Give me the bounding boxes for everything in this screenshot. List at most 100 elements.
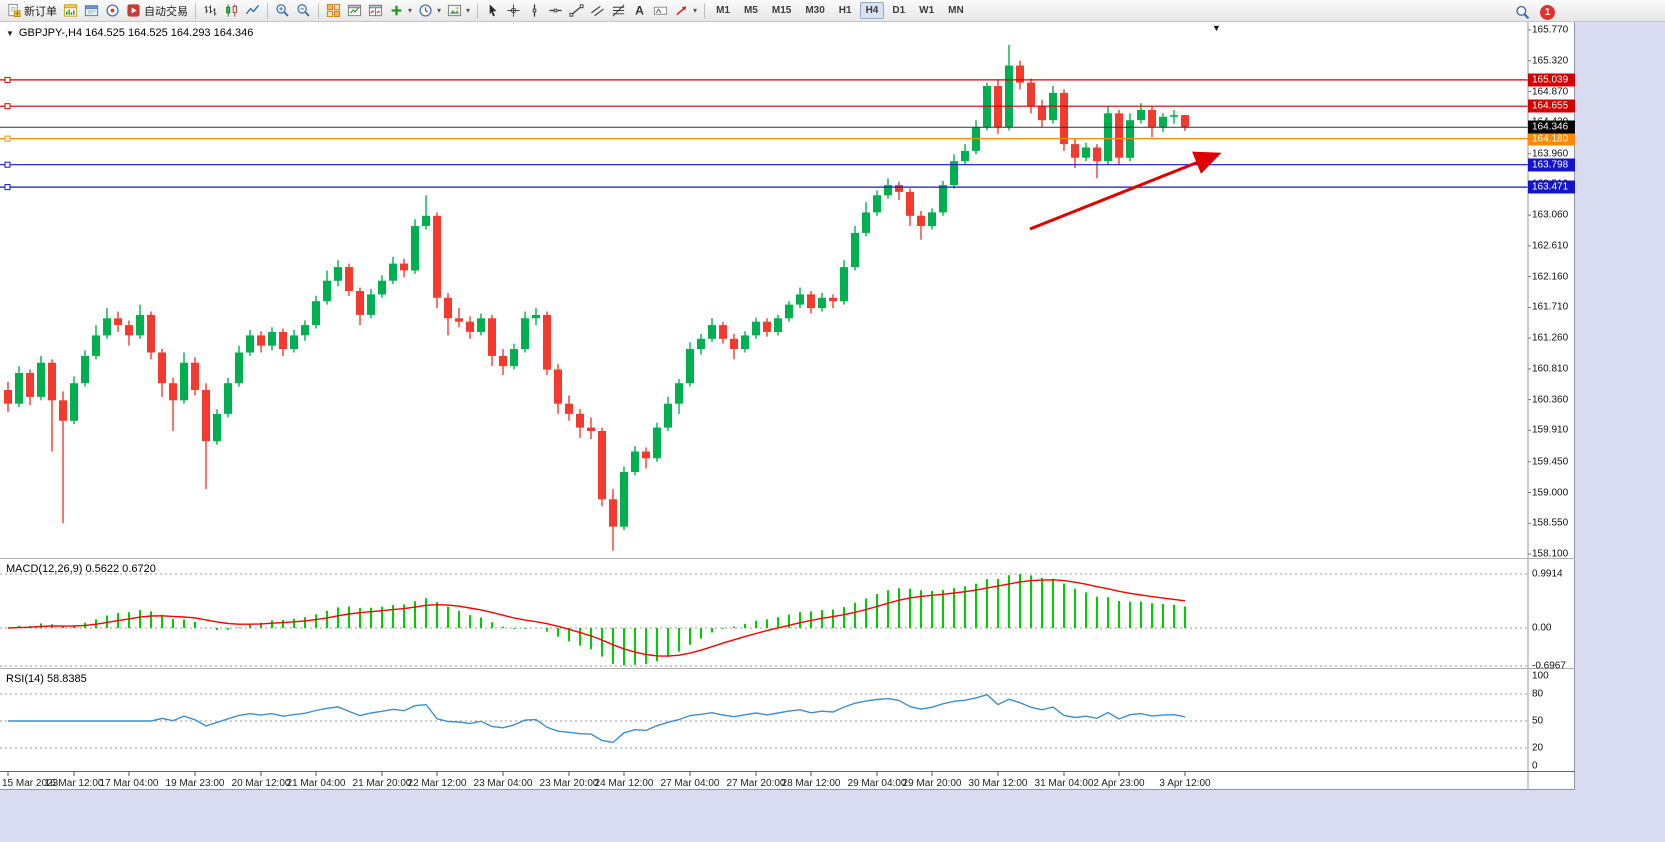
trendline-button[interactable] [566, 1, 587, 21]
toolbar: 新订单 自动交易 ▾ ▾ ▾ A ▾ M1 M5 M15 M30 H1 H4 D1 W1 MN 1 [0, 0, 1665, 22]
line-handle[interactable] [4, 161, 11, 168]
time-axis-label: 2 Apr 23:00 [1093, 778, 1145, 789]
price-axis-label: 161.260 [1532, 332, 1569, 344]
line-handle[interactable] [4, 184, 11, 191]
rsi-label: RSI(14) 58.8385 [6, 673, 87, 685]
price-line-badge: 164.180 [1528, 132, 1575, 146]
chart-frame [0, 22, 1575, 790]
new-chart-button[interactable] [60, 1, 81, 21]
line-handle[interactable] [4, 76, 11, 83]
time-axis-label: 19 Mar 23:00 [165, 778, 225, 789]
chart-plot-svg[interactable] [0, 22, 1575, 790]
window2-icon [368, 3, 383, 18]
bar-chart-button[interactable] [200, 1, 221, 21]
templates-button[interactable]: ▾ [444, 1, 473, 21]
notification-badge[interactable]: 1 [1540, 4, 1555, 20]
macd-axis-label: -0.6967 [1532, 660, 1566, 672]
candlestick-chart-button[interactable] [221, 1, 242, 21]
plus-icon [389, 3, 404, 18]
chart-shift-marker[interactable]: ▼ [1212, 23, 1221, 33]
auto-trading-button[interactable]: 自动交易 [123, 1, 191, 21]
toolbar-buttons: 新订单 自动交易 ▾ ▾ ▾ A ▾ M1 M5 M15 M30 H1 H4 D1 W1 MN [3, 0, 971, 22]
rsi-axis-label: 80 [1532, 688, 1544, 700]
channel-icon [590, 3, 605, 18]
timeframe-d1-button[interactable]: D1 [892, 5, 906, 16]
arrows-button[interactable]: ▾ [671, 1, 700, 21]
horizontal-line-button[interactable] [545, 1, 566, 21]
text-label-button[interactable] [650, 1, 671, 21]
arrows-icon [674, 3, 689, 18]
price-axis-label: 161.710 [1532, 301, 1569, 313]
periods-button[interactable]: ▾ [415, 1, 444, 21]
line-handle[interactable] [4, 135, 11, 142]
timeframe-h1-button[interactable]: H1 [838, 5, 852, 16]
zoom-out-button[interactable] [293, 1, 314, 21]
tile-windows-button[interactable] [323, 1, 344, 21]
time-axis-label: 21 Mar 04:00 [286, 778, 346, 789]
toolbar-right: 1 [1512, 2, 1555, 22]
price-axis-label: 159.910 [1532, 424, 1569, 436]
candlestick-series [4, 45, 1189, 551]
toolbar-separator [318, 2, 319, 19]
timeframe-h4-button[interactable]: H4 [859, 2, 885, 19]
rsi-axis-label: 100 [1532, 670, 1549, 682]
price-axis-label: 163.060 [1532, 209, 1569, 221]
svg-text:A: A [635, 4, 644, 18]
profiles-icon [84, 3, 99, 18]
arrange-chart-button[interactable] [344, 1, 365, 21]
price-axis-label: 160.810 [1532, 363, 1569, 375]
cursor-button[interactable] [482, 1, 503, 21]
auto-trading-label: 自动交易 [144, 5, 188, 18]
price-lines-layer[interactable] [0, 76, 1528, 231]
dropdown-caret-icon: ▾ [437, 6, 442, 15]
time-axis-label: 30 Mar 12:00 [968, 778, 1028, 789]
macd-axis-label: 0.9914 [1532, 568, 1563, 580]
arrange-chart-2-button[interactable] [365, 1, 386, 21]
timeframe-m5-button[interactable]: M5 [743, 5, 758, 16]
vertical-line-button[interactable] [524, 1, 545, 21]
time-axis-label: 15 Mar 2023 [2, 778, 59, 789]
dropdown-caret-icon: ▾ [408, 6, 413, 15]
search-button[interactable] [1512, 2, 1533, 22]
trend-arrow[interactable] [1029, 151, 1222, 231]
text-button[interactable]: A [629, 1, 650, 21]
timeframe-m30-button[interactable]: M30 [805, 5, 825, 16]
price-axis-label: 160.360 [1532, 394, 1569, 406]
equidistant-channel-button[interactable] [587, 1, 608, 21]
timeframe-mn-button[interactable]: MN [948, 5, 964, 16]
symbol-label: ▼ GBPJPY-,H4 164.525 164.525 164.293 164… [6, 27, 253, 39]
dropdown-caret-icon: ▾ [466, 6, 471, 15]
crosshair-button[interactable] [503, 1, 524, 21]
time-axis-label: 29 Mar 20:00 [902, 778, 962, 789]
profiles-button[interactable] [81, 1, 102, 21]
dropdown-caret-icon: ▾ [693, 6, 698, 15]
timeframe-m1-button[interactable]: M1 [716, 5, 730, 16]
data-window-button[interactable] [102, 1, 123, 21]
price-line-badge: 164.655 [1528, 99, 1575, 113]
line-handle[interactable] [4, 103, 11, 110]
rsi-line [8, 693, 1186, 744]
indicators-button[interactable]: ▾ [386, 1, 415, 21]
chart-window-icon [63, 3, 78, 18]
rsi-axis-label: 50 [1532, 715, 1544, 727]
one-click-trading-toggle[interactable]: ▼ [6, 28, 14, 38]
timeframe-m15-button[interactable]: M15 [771, 5, 792, 16]
fibo-icon [611, 3, 626, 18]
time-axis-label: 29 Mar 04:00 [847, 778, 907, 789]
line-chart-button[interactable] [242, 1, 263, 21]
macd-signal-line [7, 579, 1186, 657]
new-order-button[interactable]: 新订单 [3, 1, 60, 21]
fibonacci-button[interactable] [608, 1, 629, 21]
price-axis-label: 163.960 [1532, 148, 1569, 160]
rsi-series [0, 693, 1528, 749]
clock-icon [418, 3, 433, 18]
candles-icon [224, 3, 239, 18]
zoom-in-button[interactable] [272, 1, 293, 21]
time-axis-label: 3 Apr 12:00 [1159, 778, 1211, 789]
timeframe-w1-button[interactable]: W1 [919, 5, 935, 16]
time-axis-label: 23 Mar 20:00 [539, 778, 599, 789]
macd-series [0, 573, 1528, 667]
price-line-badge: 163.798 [1528, 158, 1575, 172]
time-axis-label: 27 Mar 20:00 [726, 778, 786, 789]
